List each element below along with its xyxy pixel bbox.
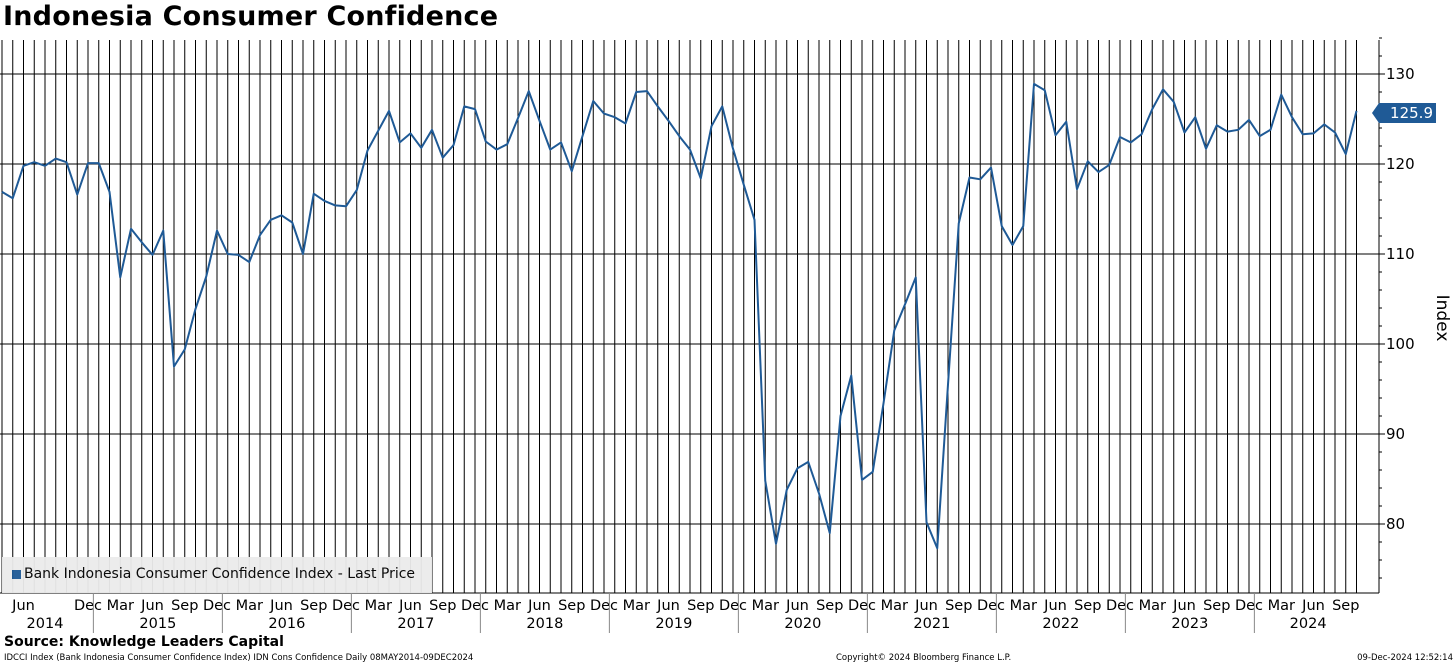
x-tick-label-month: Dec <box>203 598 231 614</box>
x-tick-label-month: Sep <box>945 598 972 614</box>
x-tick-label-year: 2017 <box>397 616 434 632</box>
x-tick-label-month: Sep <box>1332 598 1359 614</box>
chart-title: Indonesia Consumer Confidence <box>3 1 499 32</box>
x-tick-label-year: 2014 <box>27 616 64 632</box>
footer-timestamp: 09-Dec-2024 12:52:14 <box>1357 653 1453 663</box>
legend-swatch <box>12 570 21 579</box>
x-tick-label-month: Mar <box>236 598 263 614</box>
x-tick-label-month: Jun <box>1043 598 1067 614</box>
x-tick-label-month: Dec <box>332 598 360 614</box>
axes <box>0 40 1380 594</box>
x-tick-label-month: Mar <box>1139 598 1166 614</box>
x-tick-label-month: Mar <box>365 598 392 614</box>
x-tick-label-year: 2023 <box>1171 616 1208 632</box>
x-tick-label-month: Sep <box>558 598 585 614</box>
x-tick-label-year: 2015 <box>139 616 176 632</box>
x-tick-label-year: 2022 <box>1042 616 1079 632</box>
x-tick-label-month: Jun <box>785 598 809 614</box>
x-tick-label-month: Mar <box>107 598 134 614</box>
x-tick-label-month: Sep <box>300 598 327 614</box>
x-tick-label-month: Jun <box>656 598 680 614</box>
x-tick-label-month: Sep <box>687 598 714 614</box>
x-tick-label-month: Mar <box>752 598 779 614</box>
x-tick-label-month: Dec <box>461 598 489 614</box>
x-tick-label-month: Sep <box>429 598 456 614</box>
x-tick-label-year: 2016 <box>268 616 305 632</box>
y-tick-label: 120 <box>1386 155 1415 173</box>
y-tick-label: 100 <box>1386 335 1415 353</box>
x-tick-label-month: Mar <box>623 598 650 614</box>
footer-copyright: Copyright© 2024 Bloomberg Finance L.P. <box>836 653 1012 663</box>
x-tick-label-month: Jun <box>269 598 293 614</box>
x-tick-label-month: Dec <box>719 598 747 614</box>
x-tick-label-month: Dec <box>1235 598 1263 614</box>
x-tick-label-month: Sep <box>816 598 843 614</box>
legend-label: Bank Indonesia Consumer Confidence Index… <box>24 566 416 582</box>
x-tick-label-month: Sep <box>1074 598 1101 614</box>
x-tick-label-month: Mar <box>881 598 908 614</box>
x-tick-label-month: Dec <box>848 598 876 614</box>
x-tick-label-month: Jun <box>398 598 422 614</box>
x-tick-label-month: Jun <box>527 598 551 614</box>
x-tick-label-month: Jun <box>914 598 938 614</box>
legend: Bank Indonesia Consumer Confidence Index… <box>2 557 432 593</box>
x-tick-label-month: Mar <box>1010 598 1037 614</box>
y-tick-label: 90 <box>1386 425 1405 443</box>
x-tick-label-month: Sep <box>1203 598 1230 614</box>
x-tick-label-month: Dec <box>977 598 1005 614</box>
y-tick-label: 80 <box>1386 515 1405 533</box>
x-tick-label-month: Mar <box>494 598 521 614</box>
x-tick-label-month: Dec <box>74 598 102 614</box>
x-tick-label-month: Jun <box>1301 598 1325 614</box>
x-tick-label-year: 2021 <box>913 616 950 632</box>
x-tick-label-month: Jun <box>1172 598 1196 614</box>
x-tick-label-month: Jun <box>11 598 35 614</box>
y-axis-ticks: 80 90 100 110 120 130 <box>1379 37 1415 579</box>
x-tick-label-year: 2020 <box>784 616 821 632</box>
x-axis-ticks: Jun Dec Mar Jun Sep Dec Mar Jun Sep Dec Mar Jun Sep D… <box>11 593 1359 633</box>
source-note: Source: Knowledge Leaders Capital <box>4 634 284 650</box>
x-tick-label-month: Jun <box>140 598 164 614</box>
x-tick-label-month: Dec <box>1106 598 1134 614</box>
x-tick-label-year: 2024 <box>1290 616 1327 632</box>
x-tick-label-month: Sep <box>171 598 198 614</box>
vertical-gridlines <box>1 40 1357 593</box>
x-tick-label-month: Mar <box>1268 598 1295 614</box>
footer-series-info: IDCCI Index (Bank Indonesia Consumer Con… <box>4 653 474 663</box>
y-axis-label: Index <box>1432 295 1452 342</box>
series-layer <box>1 82 1358 550</box>
series-line <box>1 82 1358 550</box>
last-value-badge: 125.9 <box>1372 103 1436 123</box>
y-tick-label: 110 <box>1386 245 1415 263</box>
x-tick-label-month: Dec <box>590 598 618 614</box>
x-tick-label-year: 2019 <box>655 616 692 632</box>
y-tick-label: 130 <box>1386 65 1415 83</box>
x-tick-label-year: 2018 <box>526 616 563 632</box>
